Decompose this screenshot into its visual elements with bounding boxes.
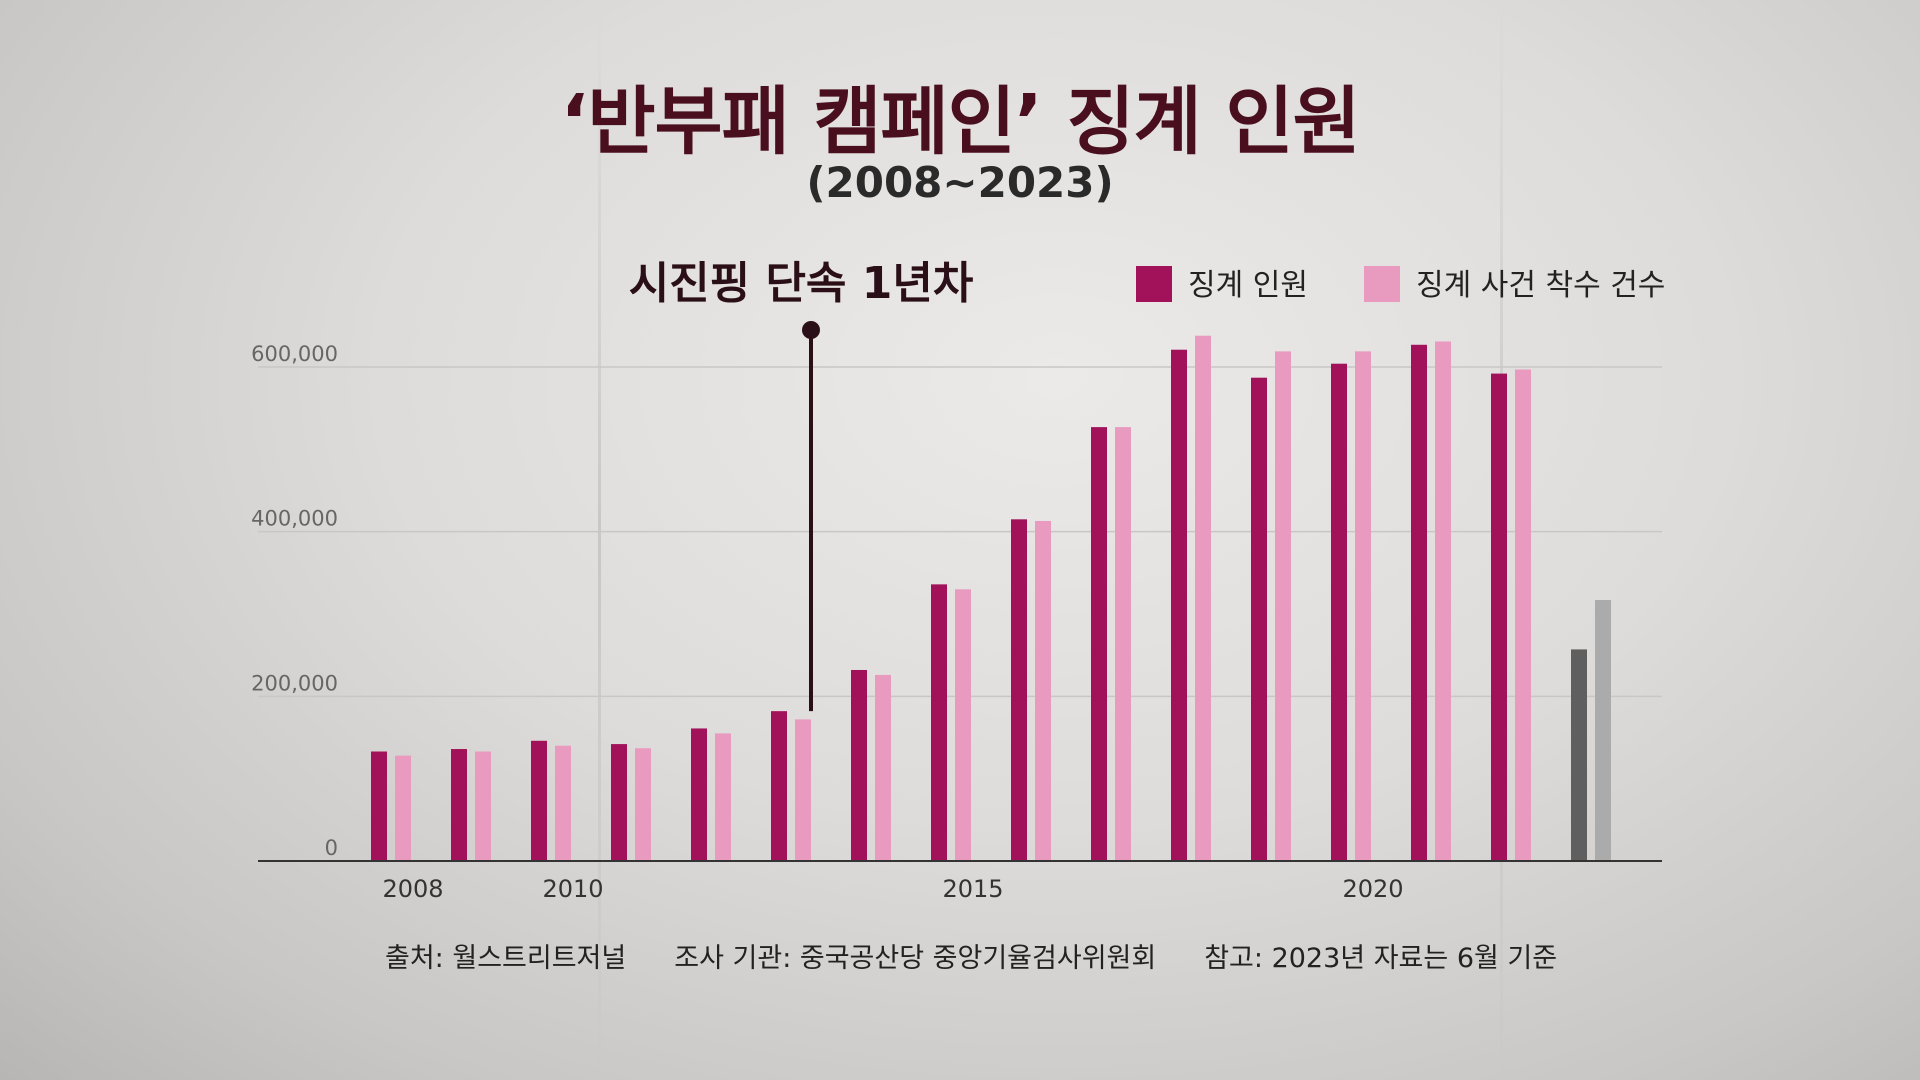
bar-series2-2015 (955, 589, 971, 861)
bar-series1-2014 (851, 669, 867, 861)
bars (371, 335, 1611, 861)
bar-series1-2021 (1411, 344, 1427, 861)
bar-series1-2011 (611, 744, 627, 861)
y-axis-ticks: 0 200,000 400,000 600,000 (251, 342, 338, 860)
bar-series2-2019 (1275, 351, 1291, 861)
bar-series1-2008 (371, 751, 387, 861)
y-tick-label: 200,000 (251, 671, 338, 695)
x-tick-label: 2015 (942, 875, 1003, 903)
bar-series2-2018 (1195, 335, 1211, 861)
footer: 출처: 월스트리트저널 조사 기관: 중국공산당 중앙기율검사위원회 참고: 2… (385, 936, 1557, 975)
x-tick-label: 2010 (542, 875, 603, 903)
bar-series2-2009 (475, 751, 491, 861)
legend-swatch-series2 (1364, 266, 1400, 302)
legend-label-series1: 징계 인원 (1188, 268, 1308, 303)
bar-series1-2009 (451, 749, 467, 861)
y-tick-label: 0 (325, 836, 338, 860)
annotation-label: 시진핑 단속 1년차 (629, 258, 974, 309)
footer-note: 참고: 2023년 자료는 6월 기준 (1204, 943, 1558, 974)
x-tick-label: 2008 (382, 875, 443, 903)
bar-series2-2008 (395, 755, 411, 861)
bar-series2-2022 (1515, 369, 1531, 861)
footer-source: 출처: 월스트리트저널 (385, 943, 627, 974)
bar-series1-2013 (771, 711, 787, 861)
bar-series2-2020 (1355, 351, 1371, 861)
bar-series1-2010 (531, 740, 547, 861)
y-tick-label: 400,000 (251, 507, 338, 531)
annotation: 시진핑 단속 1년차 (629, 258, 974, 712)
background-crack (598, 0, 601, 1080)
bar-series1-2023 (1571, 649, 1587, 861)
bar-series1-2022 (1491, 373, 1507, 861)
bar-series1-2015 (931, 584, 947, 861)
bar-series1-2018 (1171, 349, 1187, 861)
chart-subtitle: (2008~2023) (806, 158, 1114, 207)
bar-series2-2013 (795, 719, 811, 861)
bar-series1-2019 (1251, 377, 1267, 861)
bar-series2-2016 (1035, 520, 1051, 861)
bar-series2-2023 (1595, 600, 1611, 861)
annotation-dot (802, 321, 820, 339)
bar-series2-2014 (875, 674, 891, 861)
bar-series1-2017 (1091, 427, 1107, 861)
x-axis-ticks: 2008 2010 2015 2020 (382, 875, 1403, 903)
bar-series2-2012 (715, 733, 731, 861)
bar-series2-2011 (635, 748, 651, 861)
legend-swatch-series1 (1136, 266, 1172, 302)
bar-series2-2010 (555, 745, 571, 861)
bar-series2-2017 (1115, 427, 1131, 861)
y-tick-label: 600,000 (251, 342, 338, 366)
bar-series1-2020 (1331, 363, 1347, 861)
legend: 징계 인원 징계 사건 착수 건수 (1136, 266, 1665, 303)
footer-agency: 조사 기관: 중국공산당 중앙기율검사위원회 (674, 943, 1157, 974)
chart-title: ‘반부패 캠페인’ 징계 인원 (560, 79, 1360, 165)
bar-series1-2012 (691, 728, 707, 861)
legend-label-series2: 징계 사건 착수 건수 (1416, 268, 1665, 303)
bar-series2-2021 (1435, 341, 1451, 861)
bar-series1-2016 (1011, 519, 1027, 861)
x-tick-label: 2020 (1342, 875, 1403, 903)
